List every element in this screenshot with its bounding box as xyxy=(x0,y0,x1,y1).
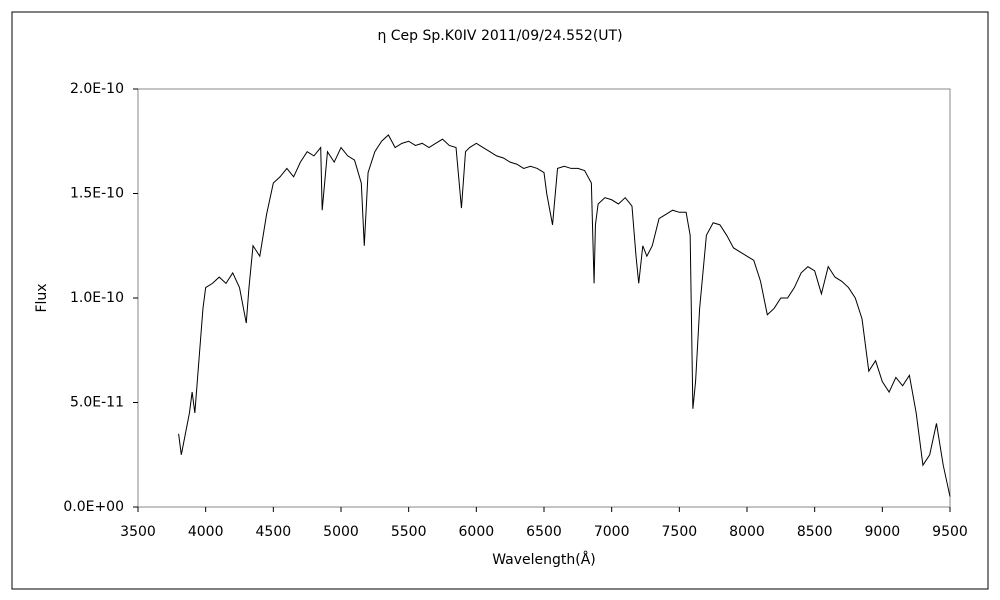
x-tick-label: 6500 xyxy=(526,524,562,540)
y-tick-label: 1.5E-10 xyxy=(70,186,124,202)
x-tick-label: 4000 xyxy=(188,524,224,540)
y-tick-label: 2.0E-10 xyxy=(70,81,124,97)
x-tick-label: 6000 xyxy=(459,524,495,540)
y-tick-label: 0.0E+00 xyxy=(63,499,124,515)
x-tick-label: 8000 xyxy=(729,524,765,540)
spectrum-line xyxy=(178,134,951,497)
y-tick-label: 1.0E-10 xyxy=(70,290,124,306)
x-tick-label: 3500 xyxy=(120,524,156,540)
x-tick-label: 9500 xyxy=(932,524,968,540)
x-tick-label: 8500 xyxy=(797,524,833,540)
x-tick-label: 4500 xyxy=(256,524,292,540)
y-axis-label: Flux xyxy=(34,283,50,312)
x-tick-label: 7000 xyxy=(594,524,630,540)
x-tick-label: 9000 xyxy=(865,524,901,540)
y-tick-label: 5.0E-11 xyxy=(70,395,124,411)
x-tick-label: 5500 xyxy=(391,524,427,540)
chart-title: η Cep Sp.K0IV 2011/09/24.552(UT) xyxy=(377,28,622,44)
plot-area xyxy=(137,88,951,508)
x-tick-label: 5000 xyxy=(323,524,359,540)
x-axis-label: Wavelength(Å) xyxy=(492,551,596,568)
x-tick-label: 7500 xyxy=(662,524,698,540)
